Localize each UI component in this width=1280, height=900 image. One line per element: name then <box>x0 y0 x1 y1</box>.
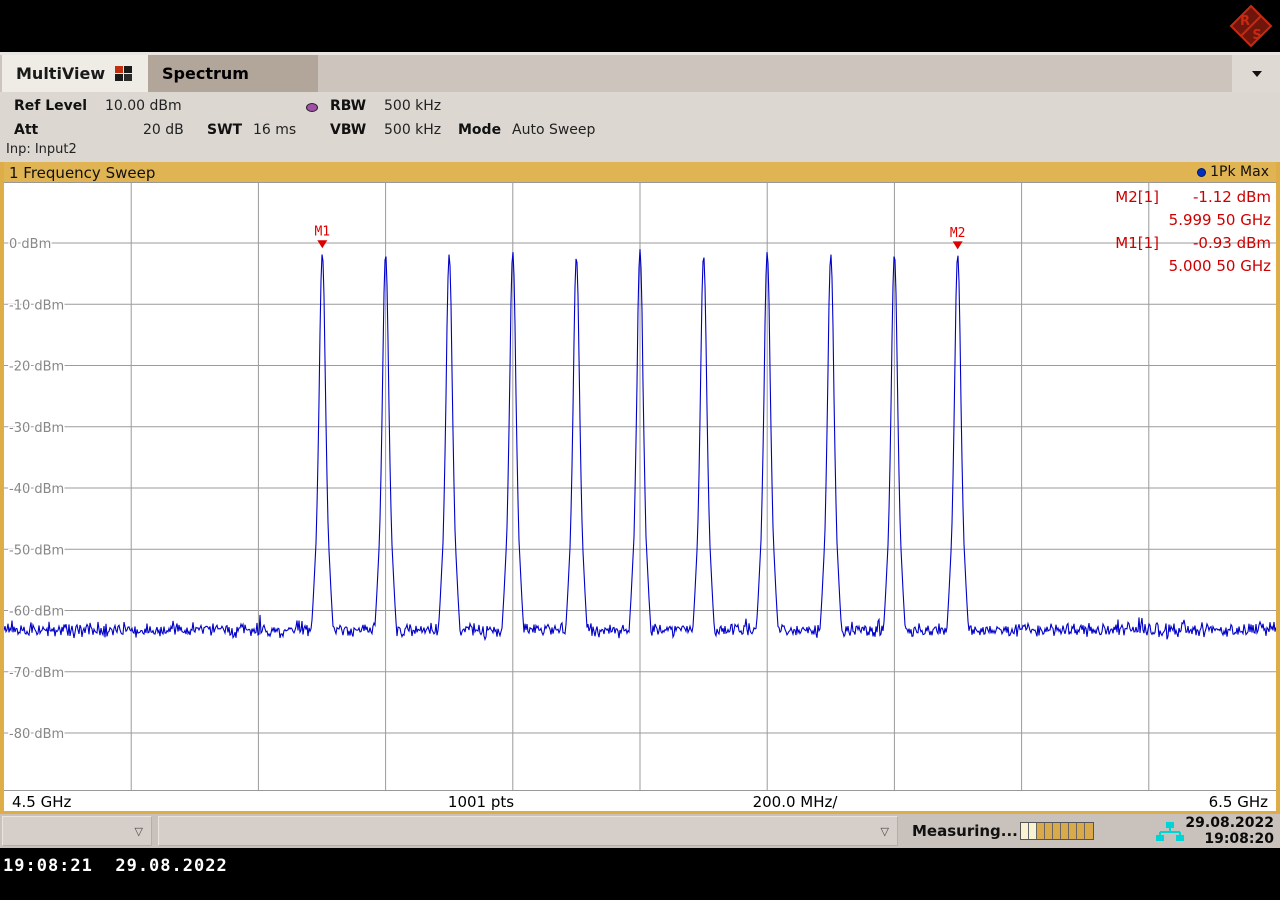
y-axis-label: -30 dBm <box>9 421 64 436</box>
att-value[interactable]: 20 dB <box>143 122 184 138</box>
chevron-down-icon: ▽ <box>134 825 143 838</box>
marker-label: M2 <box>950 226 966 241</box>
rbw-label[interactable]: RBW <box>330 98 367 114</box>
progress-cell-filled <box>1085 823 1093 839</box>
tab-multiview[interactable]: MultiView <box>2 55 148 92</box>
progress-cell-filled <box>1037 823 1045 839</box>
trace-mode-label: 1Pk Max <box>1210 164 1269 180</box>
rohde-schwarz-logo: R S <box>1229 4 1273 48</box>
channel-tab-bar: MultiView Spectrum <box>0 55 1280 92</box>
window-title-bar[interactable]: 1 Frequency Sweep 1Pk Max <box>4 162 1276 183</box>
plot-area[interactable]: 0 dBm -10 dBm -20 dBm -30 dBm -40 dBm -50 dBm… <box>3 183 1277 790</box>
y-axis-label: -70 dBm <box>9 666 64 681</box>
trace-line <box>3 249 1277 642</box>
window-title: 1 Frequency Sweep <box>9 164 156 182</box>
marker-freq: 5.000 50 GHz <box>1168 257 1271 275</box>
status-dropdown-message[interactable]: ▽ <box>158 816 898 846</box>
footer-bar: 19:08:21 29.08.2022 <box>0 848 1280 900</box>
network-icon <box>1156 822 1184 841</box>
x-axis-strip: 4.5 GHz 1001 pts 200.0 MHz/ 6.5 GHz <box>4 790 1276 811</box>
y-axis-label: -10 dBm <box>9 298 64 313</box>
rbw-value[interactable]: 500 kHz <box>384 98 442 114</box>
att-label[interactable]: Att <box>14 122 39 138</box>
status-bar: ▽ ▽ Measuring... 29.08.2022 19:08:20 <box>0 814 1280 848</box>
y-axis-label: -60 dBm <box>9 605 64 620</box>
axis-per-division: 200.0 MHz/ <box>752 793 838 811</box>
multiview-grid-icon <box>115 66 133 81</box>
chevron-down-icon: ▽ <box>880 825 889 838</box>
axis-start-freq: 4.5 GHz <box>12 793 72 811</box>
progress-cell-filled <box>1077 823 1085 839</box>
footer-timestamp: 19:08:21 29.08.2022 <box>3 856 228 876</box>
rbw-coupling-icon <box>306 103 318 112</box>
mode-value[interactable]: Auto Sweep <box>512 122 596 138</box>
svg-text:S: S <box>1252 28 1261 43</box>
sweep-progress-bar <box>1020 822 1094 840</box>
y-axis-label: -50 dBm <box>9 543 64 558</box>
status-dropdown-left[interactable]: ▽ <box>2 816 152 846</box>
vbw-value[interactable]: 500 kHz <box>384 122 442 138</box>
swt-label[interactable]: SWT <box>207 122 243 138</box>
marker-name: M1[1] <box>1115 234 1159 252</box>
marker-row: M1[1] -0.93 dBm <box>1115 232 1271 255</box>
tab-bar-top-edge <box>0 52 1280 55</box>
progress-cell-filled <box>1045 823 1053 839</box>
measurement-window: 1 Frequency Sweep 1Pk Max 0 dBm -10 dBm -2… <box>0 162 1280 814</box>
progress-cell-filled <box>1069 823 1077 839</box>
marker-freq: 5.999 50 GHz <box>1168 211 1271 229</box>
marker-level: -1.12 dBm <box>1192 188 1271 206</box>
tab-spectrum-label: Spectrum <box>162 64 249 83</box>
marker-symbol[interactable] <box>952 241 963 250</box>
progress-cell-filled <box>1053 823 1061 839</box>
tab-spectrum[interactable]: Spectrum <box>148 55 318 92</box>
tab-multiview-label: MultiView <box>16 64 106 83</box>
input-source-label: Inp: Input2 <box>6 142 77 157</box>
tab-dropdown-icon[interactable] <box>1252 71 1262 77</box>
spectrum-plot[interactable]: 0 dBm -10 dBm -20 dBm -30 dBm -40 dBm -50 dBm… <box>3 183 1277 790</box>
marker-level: -0.93 dBm <box>1192 234 1271 252</box>
swt-value[interactable]: 16 ms <box>253 122 297 138</box>
y-axis-label: -40 dBm <box>9 482 64 497</box>
axis-sweep-points: 1001 pts <box>447 793 515 811</box>
status-date: 29.08.2022 <box>1185 815 1274 831</box>
y-axis-label: 0 dBm <box>9 237 51 252</box>
measuring-status: Measuring... <box>912 822 1018 840</box>
channel-settings-bar: Ref Level 10.00 dBm RBW 500 kHz Att 20 d… <box>0 92 1280 162</box>
y-axis-label: -20 dBm <box>9 360 64 375</box>
y-axis-label: -80 dBm <box>9 727 64 742</box>
marker-readout: M2[1] -1.12 dBm 5.999 50 GHz M1[1] -0.93 d… <box>1115 186 1271 278</box>
status-time: 19:08:20 <box>1204 831 1274 847</box>
marker-name: M2[1] <box>1115 188 1159 206</box>
svg-text:R: R <box>1240 14 1250 29</box>
progress-cell-filled <box>1061 823 1069 839</box>
trace-color-icon <box>1197 167 1207 177</box>
progress-cell-light <box>1029 823 1037 839</box>
ref-level-label[interactable]: Ref Level <box>14 98 88 114</box>
tab-overflow-area <box>1232 55 1280 92</box>
vbw-label[interactable]: VBW <box>330 122 367 138</box>
top-bar: R S <box>0 0 1280 52</box>
progress-cell-light <box>1021 823 1029 839</box>
axis-stop-freq: 6.5 GHz <box>1208 793 1268 811</box>
marker-row: M2[1] -1.12 dBm <box>1115 186 1271 209</box>
mode-label[interactable]: Mode <box>458 122 502 138</box>
ref-level-value[interactable]: 10.00 dBm <box>105 98 182 114</box>
status-datetime: 29.08.2022 19:08:20 <box>1185 815 1274 847</box>
trace-mode-badge[interactable]: 1Pk Max <box>1197 164 1269 180</box>
marker-label: M1 <box>314 225 330 240</box>
marker-symbol[interactable] <box>317 240 328 249</box>
